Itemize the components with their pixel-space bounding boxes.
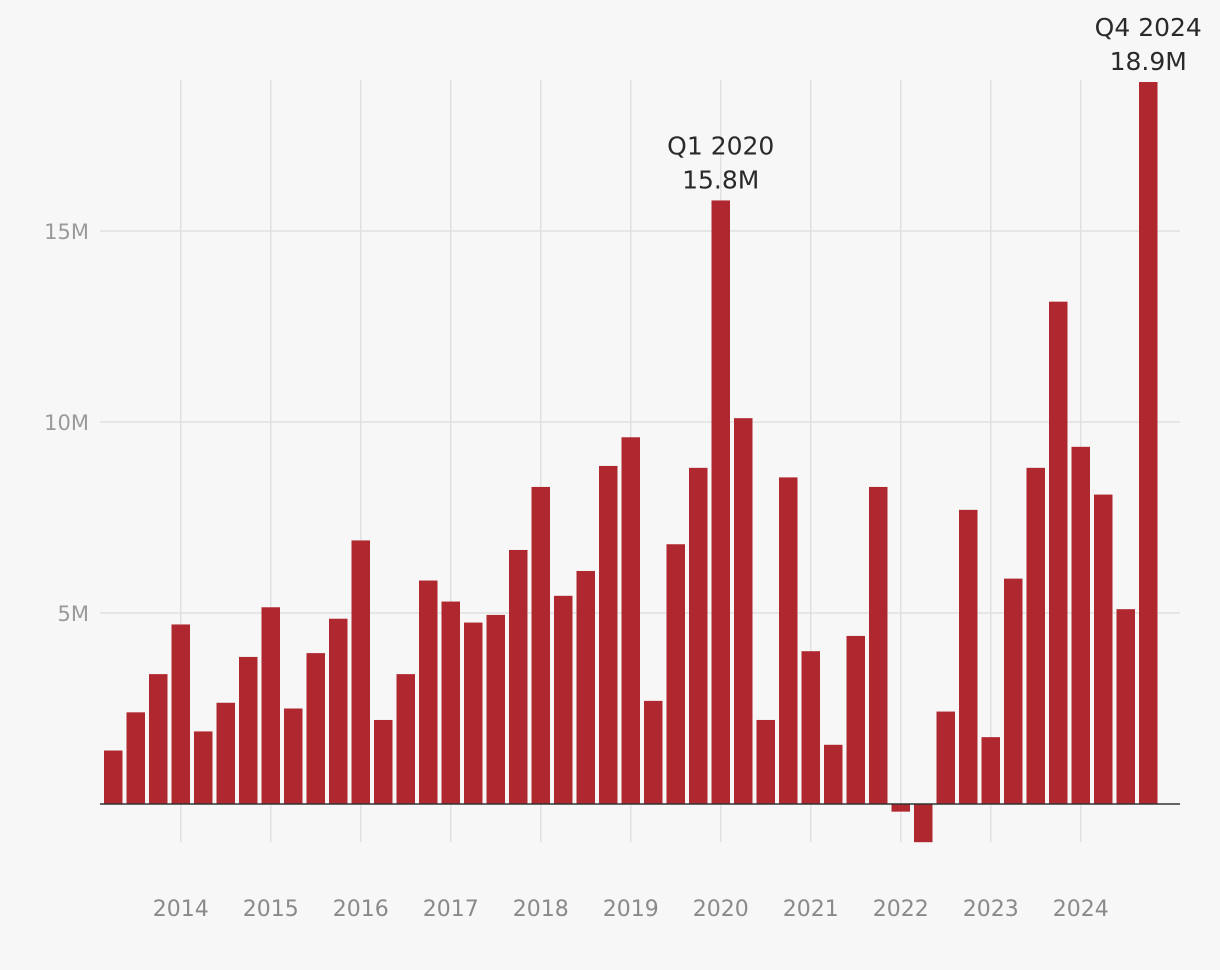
bar: Q2 2021: 1.55M [824, 744, 843, 804]
bar: Q3 2023: 8.8M [1026, 467, 1045, 804]
x-tick-label: 2020 [693, 897, 749, 922]
bar: Q1 2018: 8.3M [531, 486, 550, 804]
bar: Q2 2013: 1.4M [104, 750, 123, 804]
x-tick-label: 2024 [1053, 897, 1109, 922]
y-tick-label: 5M [58, 602, 89, 626]
annotations: Q1 2020 15.8M Q4 2024 18.9M [667, 13, 1202, 194]
bar: Q1 2021: 4M [801, 651, 820, 804]
x-axis-ticks: 2014 2015 2016 2017 2018 2019 2020 2021 2022 2023… [153, 897, 1109, 922]
bar: Q1 2015: 5.15M [261, 607, 280, 804]
bar: Q1 2019: 9.6M [621, 437, 640, 804]
x-tick-label: 2019 [603, 897, 659, 922]
bar: Q2 2017: 4.75M [464, 622, 483, 804]
bar: Q4 2021: 8.3M [869, 486, 888, 804]
x-tick-label: 2021 [783, 897, 839, 922]
bar: Q1 2020: 15.8M [711, 200, 730, 804]
x-tick-label: 2017 [423, 897, 479, 922]
bar: Q3 2020: 2.2M [756, 719, 775, 804]
bar: Q3 2016: 3.4M [396, 674, 415, 804]
bar: Q2 2019: 2.7M [644, 700, 663, 804]
bar: Q4 2014: 3.85M [239, 656, 258, 804]
bar: Q4 2016: 5.85M [419, 580, 438, 804]
bar: Q1 2022: -0.2M [891, 804, 910, 812]
bar-series: Q2 2013: 1.4MQ3 2013: 2.4MQ4 2013: 3.4MQ… [104, 82, 1158, 843]
y-tick-label: 15M [44, 220, 89, 244]
bar: Q3 2018: 6.1M [576, 570, 595, 804]
bar: Q2 2018: 5.45M [554, 595, 573, 804]
x-tick-label: 2016 [333, 897, 389, 922]
bar: Q3 2022: 2.42M [936, 711, 955, 804]
bar: Q2 2014: 1.9M [194, 731, 213, 804]
bar: Q2 2020: 10.1M [734, 418, 753, 804]
annotation-value: 18.9M [1110, 47, 1187, 76]
x-tick-label: 2023 [963, 897, 1019, 922]
bar: Q4 2017: 6.65M [509, 549, 528, 804]
x-tick-label: 2014 [153, 897, 209, 922]
annotation-period: Q1 2020 [667, 131, 774, 160]
annotation-value: 15.8M [682, 165, 759, 194]
bar: Q2 2016: 2.2M [374, 719, 393, 804]
bar: Q1 2024: 9.35M [1071, 446, 1090, 804]
bar: Q4 2015: 4.85M [329, 618, 348, 804]
bar: Q4 2024: 18.9M [1139, 82, 1158, 804]
bar: Q1 2017: 5.3M [441, 601, 460, 804]
bar: Q2 2022: -1M [914, 804, 933, 843]
bar: Q4 2018: 8.85M [599, 465, 618, 804]
bar: Q2 2015: 2.5M [284, 708, 303, 804]
y-tick-label: 10M [44, 411, 89, 435]
bar: Q4 2020: 8.55M [779, 477, 798, 804]
y-axis-ticks: 5M 10M 15M [44, 220, 89, 626]
bar: Q3 2017: 4.95M [486, 614, 505, 804]
annotation-period: Q4 2024 [1095, 13, 1202, 42]
bar: Q3 2013: 2.4M [126, 712, 145, 804]
bar: Q2 2023: 5.9M [1004, 578, 1023, 804]
bar: Q3 2019: 6.8M [666, 544, 685, 804]
bar: Q4 2019: 8.8M [689, 467, 708, 804]
bar: Q3 2021: 4.4M [846, 635, 865, 804]
bar: Q3 2015: 3.95M [306, 653, 325, 804]
bar: Q1 2023: 1.75M [981, 737, 1000, 804]
x-tick-label: 2022 [873, 897, 929, 922]
bar: Q1 2014: 4.7M [171, 624, 190, 804]
bar: Q3 2014: 2.65M [216, 702, 235, 804]
bar: Q4 2013: 3.4M [149, 674, 168, 804]
bar: Q2 2024: 8.1M [1094, 494, 1113, 804]
bar: Q3 2024: 5.1M [1116, 609, 1135, 804]
x-tick-label: 2018 [513, 897, 569, 922]
bar: Q4 2023: 13.15M [1049, 301, 1068, 804]
x-tick-label: 2015 [243, 897, 299, 922]
bar: Q1 2016: 6.9M [351, 540, 370, 804]
bar: Q4 2022: 7.7M [959, 509, 978, 804]
